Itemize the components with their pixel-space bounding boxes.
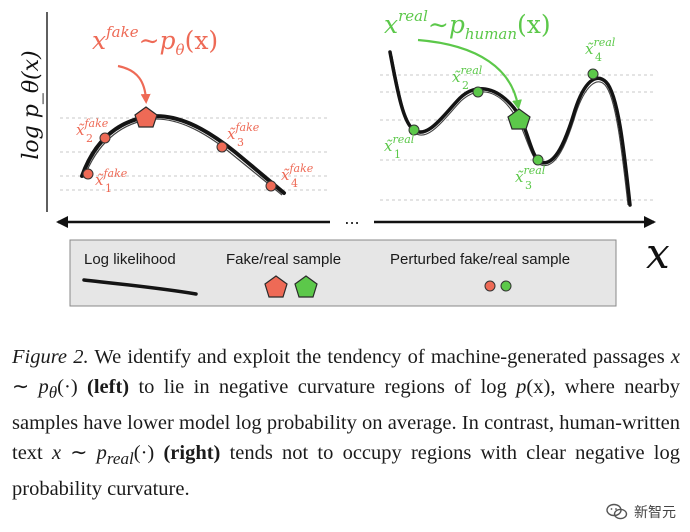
fake-perturbed-label-4: x̃fake 4 <box>281 162 314 190</box>
fake-perturbed-point-4 <box>265 180 277 192</box>
figure-2-diagram: log p_θ(x) xfake∼pθ(x) xreal∼phuman(x) <box>19 7 670 307</box>
legend-sample-label: Fake/real sample <box>226 251 341 268</box>
watermark: 新智元 <box>606 502 676 522</box>
wechat-icon <box>606 503 628 520</box>
real-perturbed-label-2: x̃real 2 <box>452 64 483 92</box>
figure-caption: Figure 2. We identify and exploit the te… <box>12 346 680 501</box>
real-perturbed-point-1 <box>408 124 420 136</box>
x-axis-gap-marker: ... <box>344 209 359 228</box>
watermark-text: 新智元 <box>634 505 676 521</box>
svg-text:xfake∼pθ(x): xfake∼pθ(x) <box>92 23 218 59</box>
svg-text:xreal∼phuman(x): xreal∼phuman(x) <box>384 7 551 43</box>
legend-perturbed-label: Perturbed fake/real sample <box>390 251 570 268</box>
legend-fake-pentagon <box>264 275 288 298</box>
legend-box <box>69 239 617 307</box>
y-axis-label: log p_θ(x) <box>19 50 44 159</box>
right-gridlines <box>380 74 654 201</box>
real-perturbed-label-1: x̃real 1 <box>384 133 415 161</box>
fake-perturbed-point-3 <box>216 141 228 153</box>
fake-sample-marker <box>134 106 158 128</box>
legend-real-pentagon <box>294 275 318 298</box>
fake-perturbed-point-1 <box>82 168 94 180</box>
real-sample-marker <box>507 108 531 130</box>
right-annotation: xreal∼phuman(x) <box>384 7 551 43</box>
fake-perturbed-label-3: x̃fake 3 <box>227 121 260 149</box>
legend-real-dot <box>500 280 512 292</box>
real-perturbed-label-4: x̃real 4 <box>585 36 616 64</box>
caption-math-3: x ∼ preal(·) <box>51 442 155 469</box>
caption-figure-label: Figure 2. <box>12 346 89 368</box>
legend-curve-swatch <box>82 278 198 296</box>
left-annotation: xfake∼pθ(x) <box>92 23 218 59</box>
real-perturbed-point-4 <box>587 68 599 80</box>
fake-perturbed-label-2: x̃fake 2 <box>76 117 109 145</box>
x-axis-symbol: x <box>646 229 670 278</box>
svg-text:log p_θ(x): log p_θ(x) <box>19 50 44 159</box>
real-perturbed-label-3: x̃real 3 <box>515 164 546 192</box>
legend-fake-dot <box>484 280 496 292</box>
left-gridlines <box>60 117 330 191</box>
caption-math-2: log p(x) <box>480 376 551 398</box>
fake-perturbed-point-2 <box>99 132 111 144</box>
left-annotation-arrow <box>117 64 151 104</box>
fake-perturbed-label-1: x̃fake 1 <box>95 167 128 195</box>
real-perturbed-point-3 <box>532 154 544 166</box>
legend-log-likelihood-label: Log likelihood <box>84 251 176 268</box>
real-perturbed-point-2 <box>472 86 484 98</box>
right-annotation-arrow <box>417 38 522 110</box>
caption-math-1: x ∼ pθ(·) <box>12 346 680 403</box>
